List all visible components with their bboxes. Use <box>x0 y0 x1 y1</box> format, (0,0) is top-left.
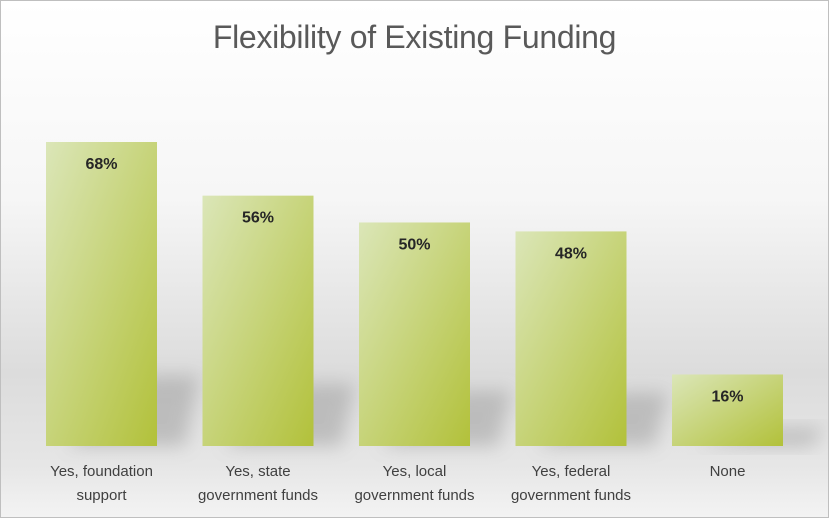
data-label: 48% <box>555 245 587 262</box>
bar <box>359 222 470 446</box>
bar <box>515 231 627 446</box>
chart-title: Flexibility of Existing Funding <box>212 19 617 55</box>
data-label: 56% <box>242 210 274 227</box>
data-label: 16% <box>711 388 743 405</box>
data-label: 68% <box>85 156 117 173</box>
category-label: Yes, state government funds <box>198 463 318 504</box>
bar <box>202 195 314 446</box>
category-label: None <box>710 463 746 480</box>
category-label: Yes, foundation support <box>50 463 153 504</box>
bar <box>672 374 783 446</box>
category-label: Yes, local government funds <box>354 463 474 504</box>
bar <box>46 142 157 446</box>
data-label: 50% <box>398 236 430 253</box>
category-label: Yes, federal government funds <box>511 463 631 504</box>
